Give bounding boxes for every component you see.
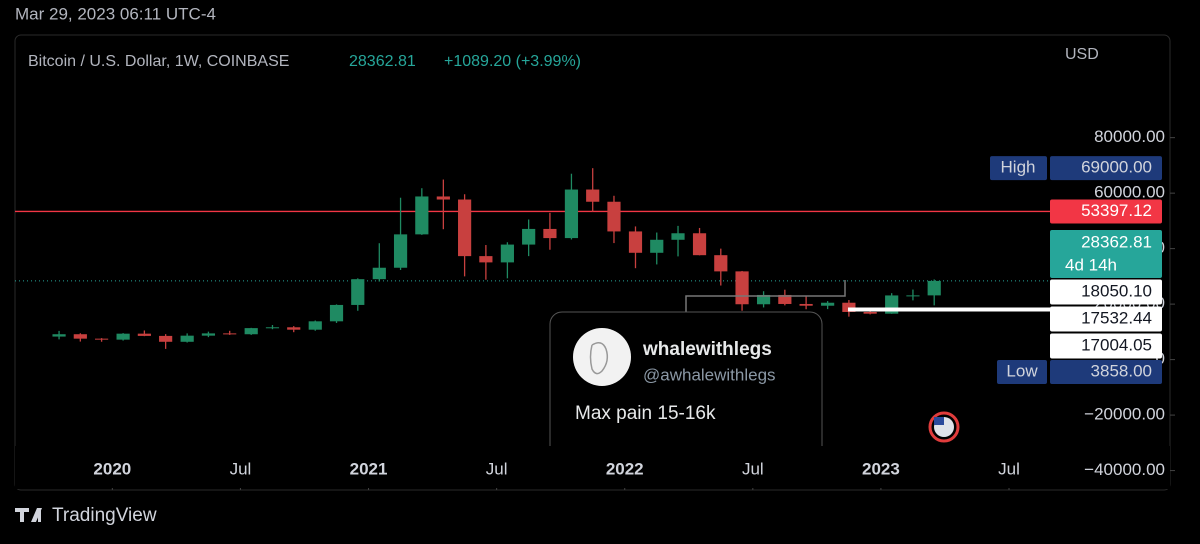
candle-body [671,233,685,240]
candle-body [714,255,728,272]
header-change: +1089.20 (+3.99%) [444,53,581,70]
candle-body [650,239,664,253]
candle-body [372,267,386,280]
support-label: 18050.10 [1081,281,1152,300]
connector [685,280,846,312]
brand-logo [15,508,42,522]
candle-body [906,295,920,297]
x-tick-label: Jul [998,459,1020,478]
candle-body [821,302,835,306]
tweet-handle: @awhalewithlegs [643,365,776,384]
candle-body [180,335,194,342]
flag-ring [928,411,960,443]
x-tick-label: 2020 [93,459,131,478]
candle-body [756,294,771,305]
candle-body [927,280,941,296]
x-tick-label: 2022 [606,459,644,478]
y-tick-label: 0 [1156,349,1165,368]
candle-body [607,201,621,232]
high-tag [990,156,1047,181]
support-label: 17004.05 [1081,335,1152,354]
x-tick-label: Jul [742,459,764,478]
symbol-title: Bitcoin / U.S. Dollar, 1W, COINBASE [28,53,289,70]
support-label: 17532.44 [1081,308,1152,327]
high-badge [1050,156,1162,181]
x-axis-band [15,446,1170,489]
x-tick-label: Jul [486,459,508,478]
y-tick-label: −20000.00 [1084,405,1165,424]
candle-body [692,233,707,256]
candle-body [116,333,130,340]
low-tag [997,360,1047,384]
candle-body [265,327,280,329]
high-label: 69000.00 [1081,158,1152,177]
low-badge [1050,360,1162,384]
candle-body [287,327,301,330]
candle-body [436,196,450,200]
avatar [573,328,631,386]
candle-body [223,333,237,335]
resistance-label: 53397.12 [1081,201,1152,220]
resistance-badge [1050,199,1162,224]
candle-body [52,334,66,337]
chart-panel [14,34,1171,491]
candle-body [73,334,87,339]
flag-canton [934,417,944,425]
candle-body [393,234,408,268]
plot [15,168,1050,349]
y-tick-label: 60000.00 [1094,183,1165,202]
candle-body [778,294,792,304]
timestamp: Mar 29, 2023 06:11 UTC-4 [15,4,216,23]
candle-body [94,338,109,340]
overlay: whalewithlegs @awhalewithlegs Max pain 1… [15,280,1170,489]
candle-body [863,311,877,314]
x-tick-label: Jul [230,459,252,478]
tweet-text: Max pain 15-16k [575,403,716,424]
avatar-sketch [589,342,609,375]
candle-body [628,231,643,253]
candle-body [415,196,429,235]
price-label: 28362.81 [1081,232,1152,251]
x-tick-label: 2023 [862,459,900,478]
candle-body [201,333,216,336]
high-tag-label: High [1001,158,1036,177]
candle-body [329,304,344,322]
candle-body [351,279,365,305]
candle-body [842,302,856,312]
y-tick-label: −40000.00 [1084,460,1165,479]
candle-body [458,199,472,257]
axis-unit: USD [1065,46,1099,63]
candle-body [586,189,600,202]
price-badge [1050,230,1162,278]
brand: TradingView [52,505,157,526]
x-tick-label: 2021 [350,459,388,478]
candle-body [244,328,258,335]
candle-body [735,271,749,305]
header-price: 28362.81 [349,53,416,70]
candle-body [137,333,151,336]
candle-body [799,303,813,306]
tweet-name: whalewithlegs [642,339,772,360]
support-badge [1050,333,1162,359]
candle-body [564,189,579,239]
support-badge [1050,306,1162,332]
y-tick-label: 80000.00 [1094,127,1165,146]
countdown-label: 4d 14h [1065,255,1117,274]
candle-body [159,335,173,342]
low-label: 3858.00 [1091,361,1152,380]
candle-body [479,256,493,263]
low-tag-label: Low [1006,361,1038,380]
candle-body [308,321,322,330]
axis: 80000.0060000.0040000.0020000.000−20000.… [93,127,1175,490]
candle-body [500,244,514,263]
candle-body [543,228,557,239]
candle-body [522,228,536,245]
support-badge [1050,279,1162,305]
